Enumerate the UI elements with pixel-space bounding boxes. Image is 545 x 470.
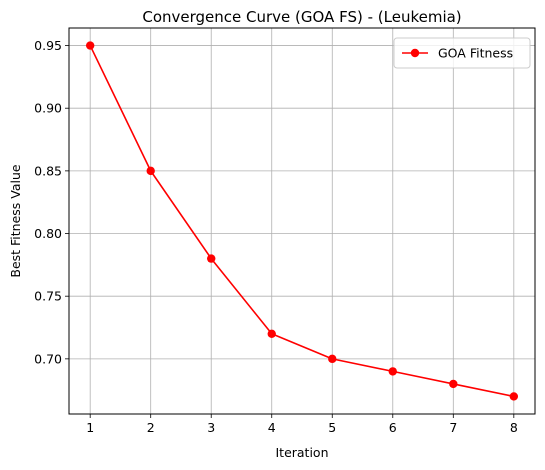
axis-ticks: 1 2 3 4 5 6 7 8 0.70 0.75 0.80 0.85 0.90 0.95 xyxy=(34,38,518,435)
data-point xyxy=(85,41,95,50)
data-point xyxy=(328,354,337,364)
x-tick-label: 7 xyxy=(449,420,457,435)
x-tick-label: 1 xyxy=(86,420,94,435)
data-point xyxy=(207,254,216,263)
legend-box xyxy=(393,37,531,69)
data-point xyxy=(388,367,397,376)
y-tick-label: 0.85 xyxy=(34,163,62,178)
y-tick-label: 0.75 xyxy=(34,289,62,304)
chart-title: Convergence Curve (GOA FS) - (Leukemia) xyxy=(142,8,461,26)
y-axis-label: Best Fitness Value xyxy=(8,164,23,278)
data-point xyxy=(267,329,276,338)
legend: GOA Fitness xyxy=(393,37,531,69)
data-point xyxy=(146,166,155,176)
x-tick-label: 3 xyxy=(207,420,215,435)
y-tick-label: 0.80 xyxy=(34,226,62,241)
x-tick-label: 5 xyxy=(328,420,336,435)
x-tick-label: 4 xyxy=(268,420,276,435)
x-tick-label: 8 xyxy=(510,420,518,435)
grid xyxy=(69,28,535,414)
x-axis-label: Iteration xyxy=(275,445,328,460)
y-tick-label: 0.70 xyxy=(34,351,62,366)
data-point xyxy=(449,379,458,389)
data-point xyxy=(509,392,519,401)
series-line xyxy=(89,45,514,398)
x-tick-label: 6 xyxy=(389,420,397,435)
legend-label: GOA Fitness xyxy=(438,46,513,61)
legend-marker-swatch xyxy=(410,48,420,58)
plot-area-frame xyxy=(68,27,536,415)
x-tick-label: 2 xyxy=(147,420,155,435)
series-layer xyxy=(85,41,519,401)
y-tick-label: 0.95 xyxy=(34,38,62,53)
y-tick-label: 0.90 xyxy=(34,101,62,116)
